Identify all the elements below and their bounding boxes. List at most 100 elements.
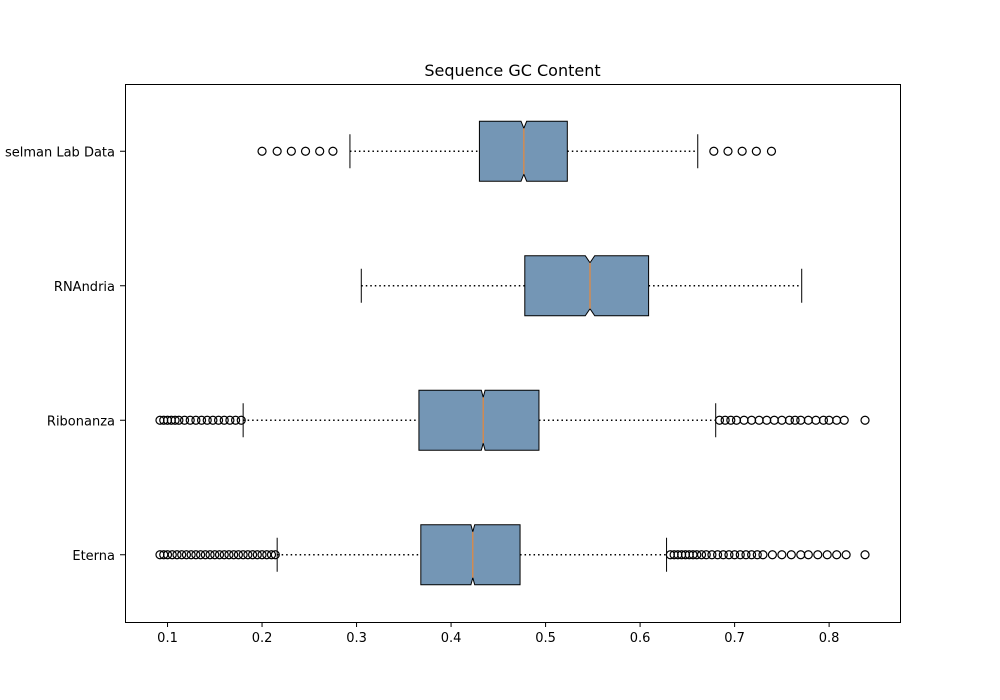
- outlier-point: [233, 550, 244, 560]
- outlier-point: [286, 146, 296, 156]
- outlier-point: [767, 550, 778, 560]
- outlier-point: [784, 415, 795, 425]
- outlier-point: [692, 550, 702, 560]
- outlier-point: [191, 550, 201, 560]
- chart-title: Sequence GC Content: [424, 61, 600, 80]
- outlier-point: [723, 146, 733, 156]
- outlier-point: [266, 550, 277, 560]
- outlier-point: [803, 550, 813, 560]
- outlier-point: [720, 415, 730, 425]
- outlier-point: [230, 415, 241, 425]
- outlier-point: [735, 550, 745, 560]
- x-tick-label: 0.7: [724, 631, 745, 646]
- x-tick-label: 0.2: [252, 631, 273, 646]
- outlier-point: [236, 415, 246, 425]
- outlier-point: [247, 550, 258, 560]
- outlier-point: [191, 415, 201, 425]
- outlier-point: [243, 550, 253, 560]
- notched-box: [420, 524, 521, 586]
- notched-box: [418, 389, 540, 451]
- outlier-point: [766, 146, 777, 156]
- outlier-point: [186, 550, 196, 560]
- outlier-point: [162, 550, 173, 560]
- outlier-point: [822, 550, 832, 560]
- x-tick-label: 0.5: [535, 631, 556, 646]
- outlier-point: [205, 550, 215, 560]
- outlier-point: [813, 550, 823, 560]
- outlier-point: [832, 550, 842, 560]
- y-tick-label: Eterna: [72, 549, 115, 564]
- outlier-point: [777, 550, 787, 560]
- outlier-point: [210, 550, 220, 560]
- outlier-point: [730, 550, 740, 560]
- outlier-point: [214, 550, 225, 560]
- outlier-point: [860, 550, 870, 560]
- x-tick-label: 0.8: [819, 631, 840, 646]
- outlier-point: [170, 415, 180, 425]
- outlier-point: [841, 550, 851, 560]
- outlier-point: [208, 415, 218, 425]
- outlier-point: [196, 415, 207, 425]
- x-tick-label: 0.4: [441, 631, 462, 646]
- x-tick-label: 0.1: [157, 631, 178, 646]
- outlier-point: [177, 550, 187, 560]
- y-tick-label: selman Lab Data: [5, 145, 115, 160]
- outlier-point: [224, 550, 234, 560]
- outlier-point: [724, 550, 734, 560]
- outlier-point: [181, 550, 192, 560]
- outlier-point: [328, 146, 338, 156]
- outlier-point: [202, 415, 212, 425]
- outlier-point: [172, 550, 182, 560]
- outlier-point: [167, 550, 177, 560]
- outlier-point: [272, 146, 282, 156]
- outlier-point: [219, 415, 229, 425]
- y-tick-label: RNAndria: [54, 280, 115, 295]
- outlier-point: [818, 415, 829, 425]
- outlier-point: [213, 415, 224, 425]
- box-group: [360, 255, 803, 317]
- outlier-point: [701, 550, 711, 560]
- outlier-point: [179, 415, 190, 425]
- outlier-point: [196, 550, 206, 560]
- y-axis: Eterna Ribonanza RNAndria selman Lab Data: [5, 145, 125, 564]
- x-tick-label: 0.6: [630, 631, 651, 646]
- outlier-point: [726, 415, 736, 425]
- outlier-point: [315, 146, 325, 156]
- outlier-point: [712, 550, 723, 560]
- outlier-point: [219, 550, 229, 560]
- outlier-point: [839, 415, 849, 425]
- outlier-point: [270, 550, 280, 560]
- outlier-point: [696, 550, 707, 560]
- x-tick-label: 0.3: [346, 631, 367, 646]
- axes-frame: [125, 84, 901, 623]
- outlier-point: [741, 550, 751, 560]
- outlier-point: [229, 550, 239, 560]
- outlier-point: [225, 415, 235, 425]
- outlier-point: [786, 550, 796, 560]
- plot-area: [155, 120, 870, 586]
- outlier-point: [238, 550, 248, 560]
- outlier-point: [747, 550, 757, 560]
- outlier-point: [737, 146, 747, 156]
- outlier-point: [185, 415, 195, 425]
- box-group: [257, 120, 777, 182]
- y-tick-label: Ribonanza: [47, 414, 115, 429]
- notched-box: [524, 255, 650, 317]
- outlier-point: [709, 146, 719, 156]
- outlier-point: [714, 415, 725, 425]
- outlier-point: [758, 550, 768, 560]
- outlier-point: [790, 415, 800, 425]
- outlier-point: [257, 550, 267, 560]
- outlier-point: [707, 550, 717, 560]
- outlier-point: [257, 146, 267, 156]
- outlier-point: [752, 550, 762, 560]
- outlier-point: [200, 550, 210, 560]
- outlier-point: [174, 415, 184, 425]
- outlier-point: [300, 146, 311, 156]
- outlier-point: [860, 415, 870, 425]
- outlier-point: [252, 550, 262, 560]
- box-group: [155, 389, 870, 451]
- outlier-point: [751, 146, 761, 156]
